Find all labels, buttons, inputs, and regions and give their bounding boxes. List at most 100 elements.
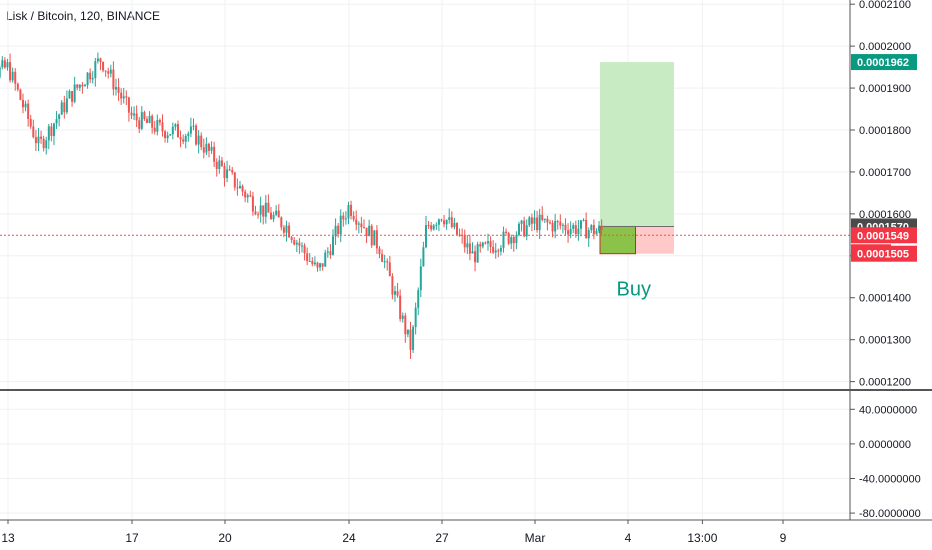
candle-body <box>352 215 355 220</box>
candle-body <box>572 225 575 229</box>
candle-body <box>365 227 368 237</box>
candle-body <box>213 146 216 162</box>
candle-body <box>151 115 154 128</box>
candle-body <box>486 241 489 244</box>
candle-body <box>1 60 4 68</box>
candle-body <box>275 210 278 215</box>
time-tick-label: 27 <box>435 531 449 545</box>
candle-body <box>47 126 50 141</box>
target-zone[interactable] <box>600 62 674 227</box>
candle-body <box>406 329 409 335</box>
candle-body <box>554 221 557 232</box>
candle-body <box>166 135 169 139</box>
candle-body <box>42 138 45 149</box>
candle-body <box>3 60 6 68</box>
candle-body <box>319 263 322 268</box>
candle-body <box>122 96 125 99</box>
candle-body <box>339 215 342 235</box>
candle-body <box>587 230 590 239</box>
candle-body <box>489 241 492 247</box>
candle-body <box>259 205 262 215</box>
time-tick-label: 24 <box>342 531 356 545</box>
candle-body <box>156 120 159 132</box>
price-tick-label: 0.0001300 <box>859 335 911 347</box>
candle-body <box>179 137 182 140</box>
candle-body <box>298 242 301 246</box>
candle-body <box>112 69 115 90</box>
candle-body <box>138 120 141 129</box>
buy-label: Buy <box>617 279 651 301</box>
candle-body <box>267 202 270 213</box>
candle-body <box>355 219 358 225</box>
candle-body <box>548 222 551 224</box>
candle-body <box>445 219 448 225</box>
candle-body <box>104 70 107 72</box>
candle-body <box>430 225 433 230</box>
candle-body <box>109 69 112 74</box>
candle-body <box>326 251 329 253</box>
candle-body <box>419 266 422 291</box>
candle-body <box>471 251 474 254</box>
candle-body <box>497 250 500 252</box>
candle-body <box>536 217 539 231</box>
candle-body <box>133 113 136 116</box>
candle-body <box>541 214 544 220</box>
candle-body <box>197 135 200 145</box>
time-tick-label: Mar <box>525 531 546 545</box>
candle-body <box>432 225 435 230</box>
candle-body <box>153 127 156 132</box>
candle-body <box>512 237 515 244</box>
candle-body <box>303 245 306 254</box>
candle-body <box>249 195 252 197</box>
candle-body <box>569 228 572 235</box>
candle-body <box>94 61 97 79</box>
candle-body <box>6 62 9 68</box>
candle-body <box>331 236 334 255</box>
indicator-tick-label: -80.0000000 <box>859 508 921 520</box>
candle-body <box>226 169 229 179</box>
candle-body <box>14 71 17 84</box>
indicator-tick-label: 0.0000000 <box>859 439 911 451</box>
candle-body <box>58 114 61 120</box>
candle-body <box>311 261 314 265</box>
candle-body <box>414 307 417 327</box>
candle-body <box>195 125 198 145</box>
candle-body <box>120 92 123 99</box>
candle-body <box>574 225 577 234</box>
target-price-badge-bg <box>851 54 917 71</box>
candle-body <box>251 196 254 212</box>
candle-body <box>89 72 92 80</box>
candle-body <box>29 118 32 127</box>
candle-body <box>200 135 203 148</box>
candle-body <box>494 250 497 253</box>
candle-body <box>55 119 58 124</box>
time-tick-label: 13 <box>1 531 15 545</box>
candle-body <box>321 263 324 267</box>
candle-body <box>375 230 378 249</box>
candle-body <box>83 85 86 87</box>
candle-body <box>148 115 151 123</box>
candle-body <box>169 134 172 136</box>
candle-body <box>158 120 161 123</box>
candle-body <box>368 225 371 237</box>
candle-body <box>551 222 554 232</box>
candle-body <box>507 232 510 244</box>
candle-body <box>91 78 94 80</box>
candle-body <box>412 326 415 350</box>
candle-body <box>455 222 458 235</box>
candle-body <box>360 223 363 228</box>
candle-body <box>125 96 128 98</box>
candle-body <box>78 84 81 88</box>
candle-body <box>347 204 350 219</box>
entry-fill-box[interactable] <box>599 225 637 255</box>
candle-body <box>50 126 53 136</box>
candle-body <box>81 84 84 87</box>
candle-body <box>63 102 66 113</box>
stop-price-badge-bg <box>851 245 917 262</box>
candle-body <box>102 61 105 71</box>
candle-body <box>440 219 443 221</box>
stop-price-badge: 0.0001505 <box>857 249 909 261</box>
candle-body <box>205 143 208 153</box>
candle-body <box>350 204 353 216</box>
